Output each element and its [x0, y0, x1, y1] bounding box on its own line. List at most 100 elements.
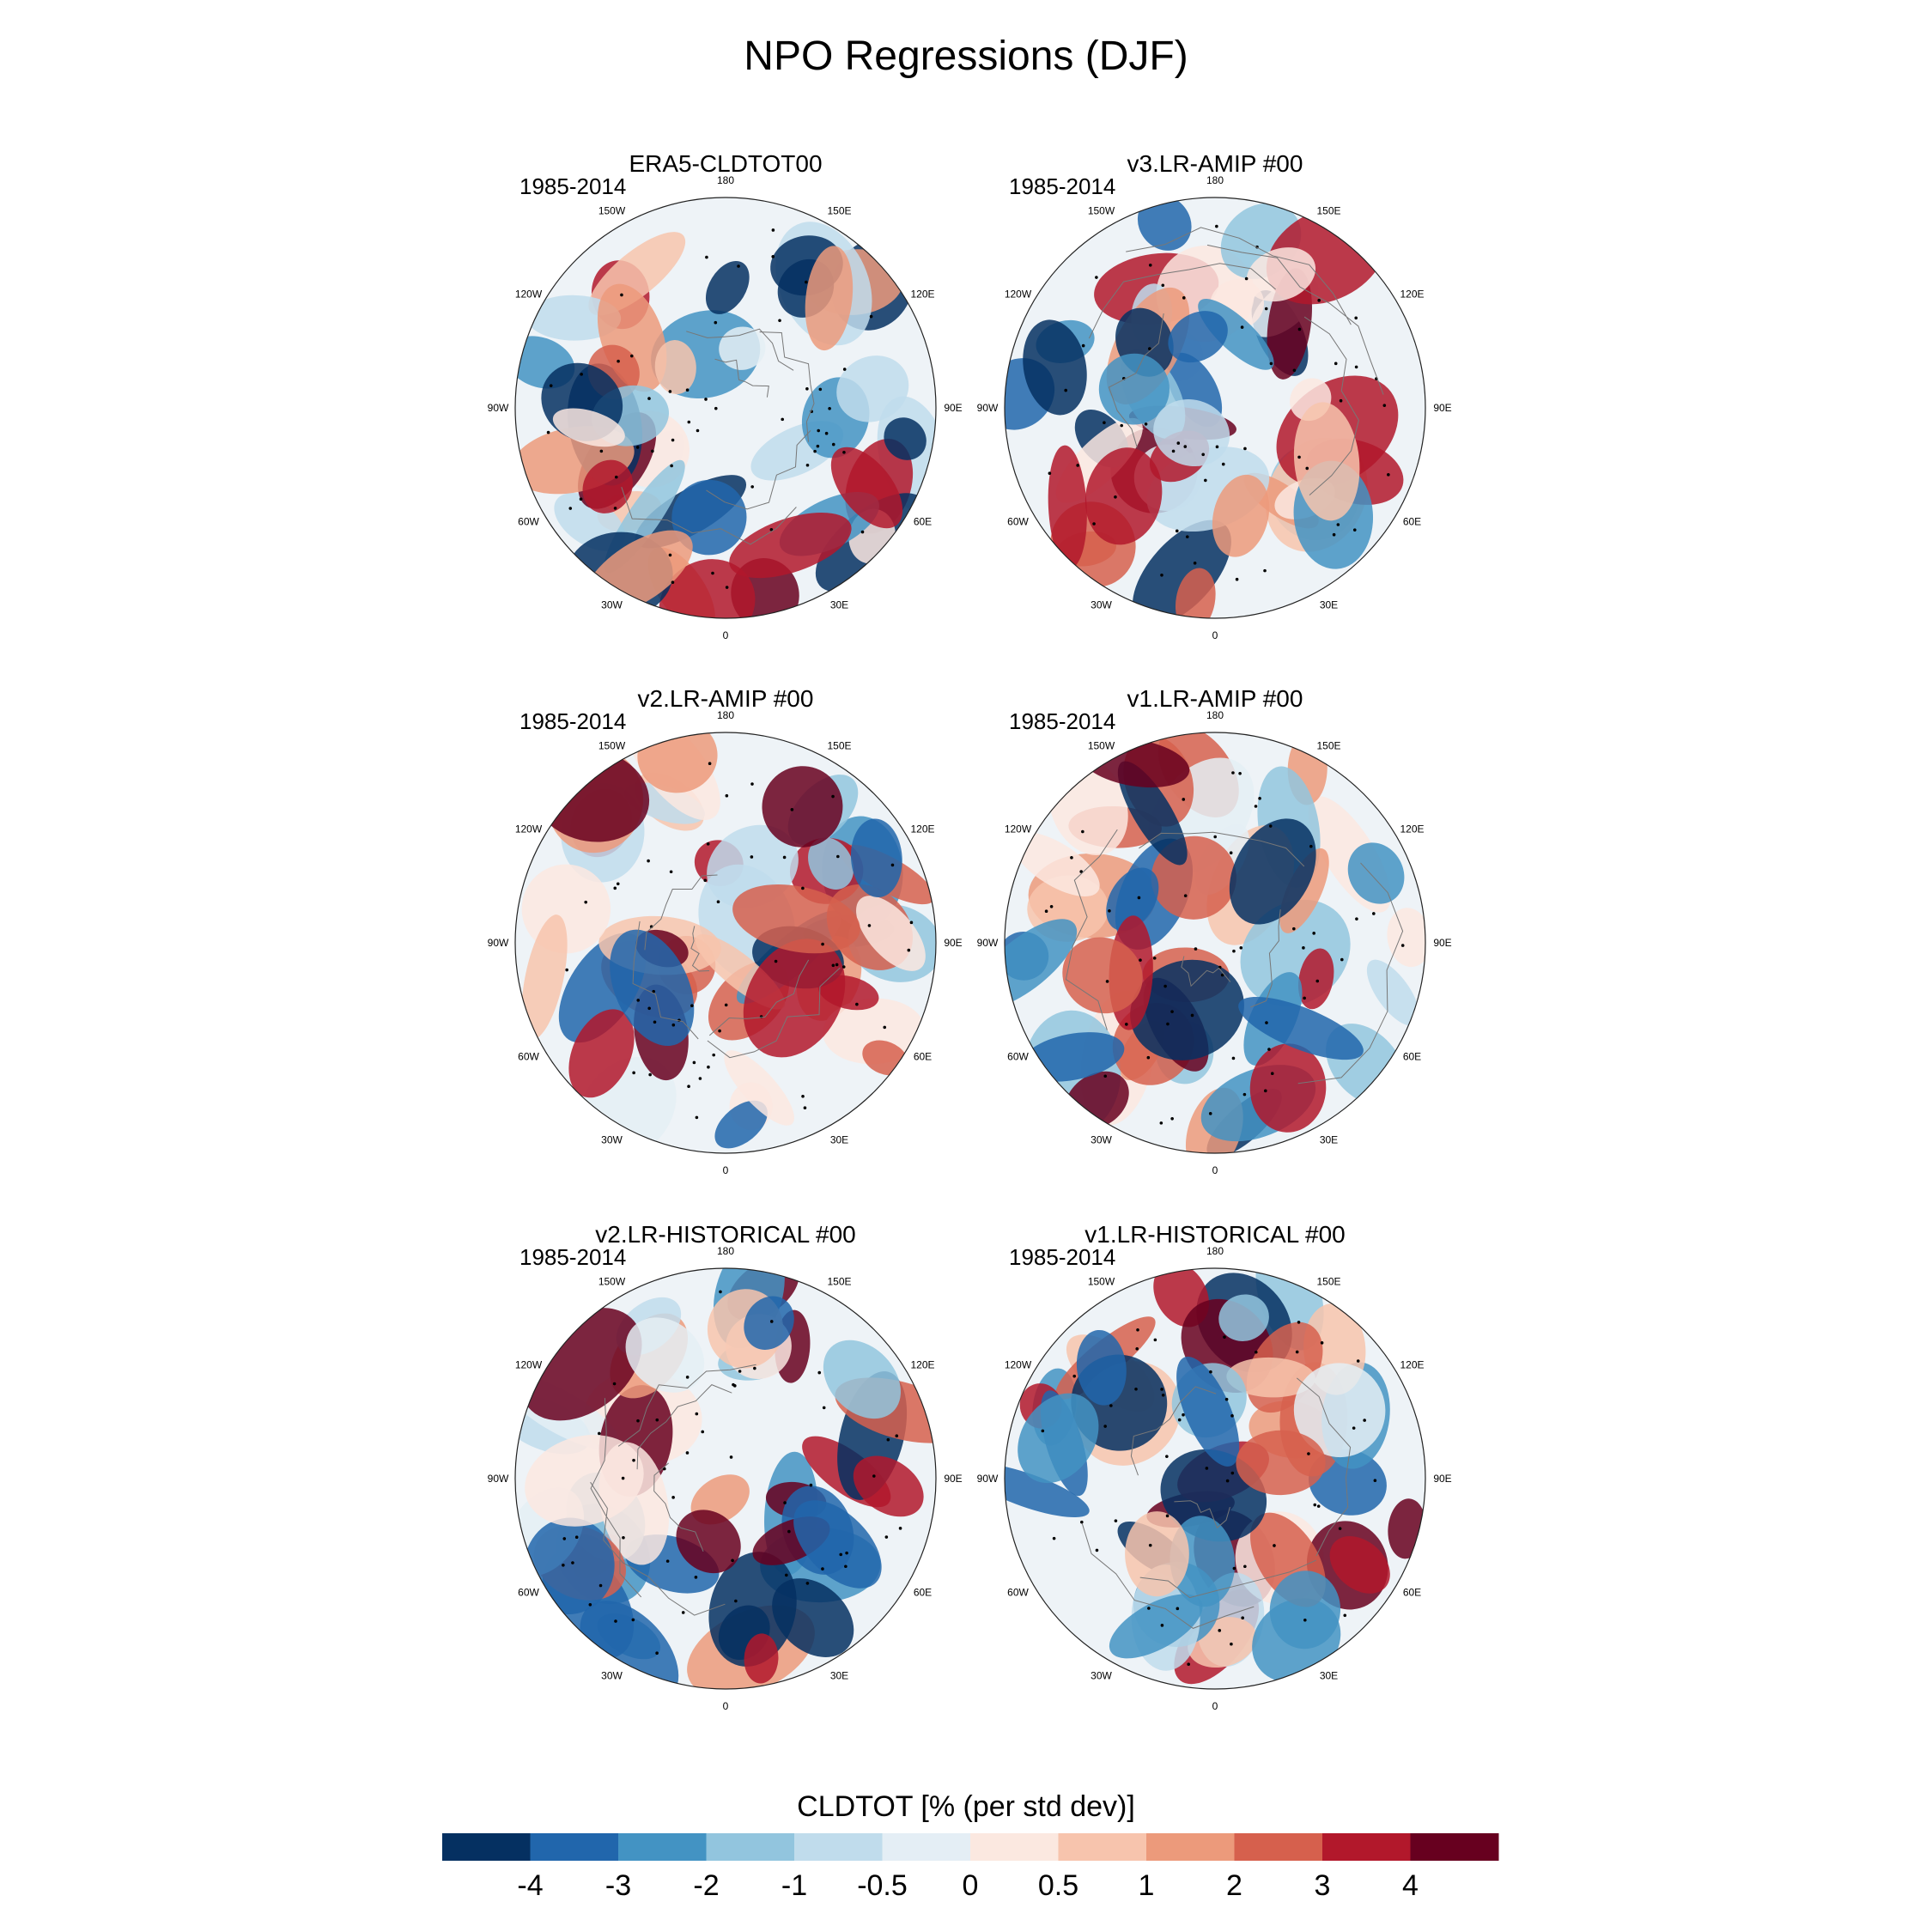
longitude-labels: 180 150E 120E 90E 60E 30E 0 30W 60W 90W 120W 150W — [488, 1245, 963, 1712]
lon-label: 180 — [1206, 709, 1224, 721]
colorbar-tick-label: 1 — [1139, 1869, 1155, 1902]
colorbar-swatch — [1146, 1833, 1235, 1861]
contour-field — [1005, 732, 1425, 1153]
map-panel-2: v3.LR-AMIP #00 1985-2014 180 150E 120E 90E 60E… — [977, 150, 1452, 641]
panel-period: 1985-2014 — [1009, 708, 1115, 734]
lon-label: 0 — [723, 629, 729, 641]
lon-label: 0 — [723, 1164, 729, 1176]
lon-label: 60W — [518, 1587, 539, 1599]
lon-label: 0 — [1212, 629, 1218, 641]
lon-label: 90E — [944, 1473, 962, 1485]
panel-period: 1985-2014 — [1009, 1244, 1115, 1270]
panel-title: ERA5-CLDTOT00 — [629, 150, 822, 177]
lon-label: 180 — [717, 709, 734, 721]
colorbar-swatch — [442, 1833, 531, 1861]
lon-label: 180 — [1206, 174, 1224, 186]
map-boundary — [1004, 197, 1426, 619]
colorbar-tick-label: -2 — [693, 1869, 719, 1902]
lon-label: 60E — [1403, 1051, 1421, 1063]
lon-label: 0 — [1212, 1164, 1218, 1176]
longitude-labels: 180 150E 120E 90E 60E 30E 0 30W 60W 90W 120W 150W — [977, 174, 1452, 641]
lon-label: 60W — [1007, 1051, 1029, 1063]
colorbar-tick-label: -0.5 — [857, 1869, 908, 1902]
lon-label: 30W — [601, 1133, 623, 1145]
lon-label: 120W — [1005, 289, 1032, 301]
longitude-labels: 180 150E 120E 90E 60E 30E 0 30W 60W 90W 120W 150W — [488, 709, 963, 1176]
map-boundary — [514, 1267, 937, 1690]
contour-field — [1005, 197, 1425, 618]
lon-label: 120E — [1400, 823, 1424, 835]
colorbar-swatch — [1322, 1833, 1411, 1861]
lon-label: 60W — [518, 1051, 539, 1063]
lon-label: 150W — [598, 205, 626, 217]
lon-label: 30E — [1320, 1669, 1338, 1681]
colorbar-tick-label: 2 — [1226, 1869, 1242, 1902]
longitude-labels: 180 150E 120E 90E 60E 30E 0 30W 60W 90W 120W 150W — [977, 1245, 1452, 1712]
contour-field — [1005, 1268, 1425, 1689]
colorbar-tick-label: 4 — [1402, 1869, 1419, 1902]
lon-label: 60E — [1403, 516, 1421, 528]
lon-label: 60E — [1403, 1587, 1421, 1599]
lon-label: 150W — [598, 1276, 626, 1288]
panel-period: 1985-2014 — [1009, 173, 1115, 199]
contour-field — [515, 732, 936, 1153]
colorbar-swatch — [618, 1833, 707, 1861]
lon-label: 90W — [488, 1473, 509, 1485]
map-boundary — [1004, 1267, 1426, 1690]
map-boundary — [1004, 732, 1426, 1154]
colorbar-swatch — [970, 1833, 1059, 1861]
colorbar-tick-label: -4 — [517, 1869, 543, 1902]
colorbar-swatch — [530, 1833, 619, 1861]
lon-label: 60E — [914, 1051, 932, 1063]
lon-label: 150E — [1316, 1276, 1340, 1288]
lon-label: 180 — [717, 1245, 734, 1257]
lon-label: 60E — [914, 1587, 932, 1599]
lon-label: 150E — [827, 1276, 851, 1288]
colorbar-swatch — [1234, 1833, 1323, 1861]
lon-label: 120W — [1005, 1359, 1032, 1371]
lon-label: 120W — [515, 823, 543, 835]
map-boundary — [514, 732, 937, 1154]
lon-label: 180 — [717, 174, 734, 186]
panel-period: 1985-2014 — [519, 1244, 626, 1270]
lon-label: 60W — [518, 516, 539, 528]
lon-label: 120W — [515, 1359, 543, 1371]
lon-label: 30W — [601, 598, 623, 611]
lon-label: 60W — [1007, 516, 1029, 528]
colorbar-swatch — [794, 1833, 883, 1861]
lon-label: 90E — [944, 402, 962, 414]
lon-label: 90W — [977, 402, 999, 414]
lon-label: 90W — [977, 937, 999, 949]
panel-title: v1.LR-HISTORICAL #00 — [1084, 1221, 1345, 1248]
map-panel-4: v1.LR-AMIP #00 1985-2014 180 150E 120E 90E 60E… — [977, 685, 1452, 1176]
lon-label: 150E — [1316, 740, 1340, 752]
colorbar-tick-label: 0.5 — [1038, 1869, 1078, 1902]
lon-label: 120E — [1400, 289, 1424, 301]
panel-title: v2.LR-HISTORICAL #00 — [595, 1221, 855, 1248]
lon-label: 90E — [944, 937, 962, 949]
panel-period: 1985-2014 — [519, 173, 626, 199]
lon-label: 90E — [1433, 1473, 1451, 1485]
lon-label: 30W — [601, 1669, 623, 1681]
lon-label: 90W — [977, 1473, 999, 1485]
lon-label: 90W — [488, 402, 509, 414]
main-title: NPO Regressions (DJF) — [744, 33, 1188, 79]
lon-label: 120W — [515, 289, 543, 301]
lon-label: 30W — [1091, 1133, 1112, 1145]
lon-label: 150E — [827, 205, 851, 217]
lon-label: 30E — [830, 1669, 848, 1681]
panel-title: v1.LR-AMIP #00 — [1127, 685, 1303, 712]
lon-label: 150W — [1088, 740, 1115, 752]
lon-label: 30E — [1320, 1133, 1338, 1145]
lon-label: 60W — [1007, 1587, 1029, 1599]
lon-label: 150W — [1088, 1276, 1115, 1288]
contour-field — [515, 197, 936, 618]
colorbar-tick-label: 0 — [963, 1869, 979, 1902]
lon-label: 150W — [598, 740, 626, 752]
lon-label: 30E — [1320, 598, 1338, 611]
panel-period: 1985-2014 — [519, 708, 626, 734]
